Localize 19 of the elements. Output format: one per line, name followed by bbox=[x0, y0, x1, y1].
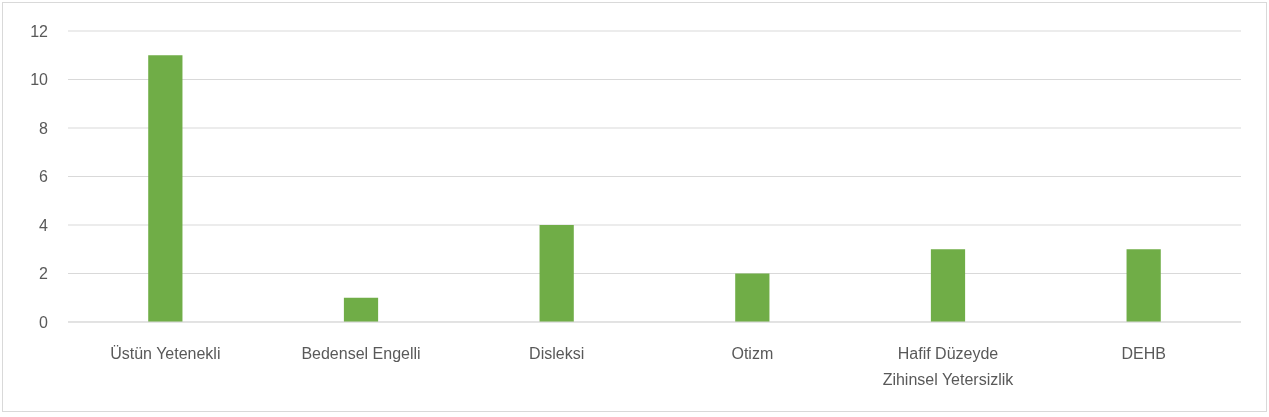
y-tick-label: 4 bbox=[39, 216, 49, 234]
y-tick-label: 0 bbox=[39, 313, 49, 331]
bar bbox=[1126, 249, 1161, 322]
x-tick-label: DEHB bbox=[1121, 345, 1166, 362]
y-tick-label: 12 bbox=[30, 22, 49, 40]
x-tick-label: Bedensel Engelli bbox=[301, 345, 421, 362]
x-tick-label: Disleksi bbox=[529, 345, 585, 362]
x-tick-label: Üstün Yetenekli bbox=[110, 345, 221, 362]
bar bbox=[930, 249, 966, 322]
bar bbox=[539, 225, 574, 322]
y-tick-label: 10 bbox=[30, 71, 49, 89]
y-tick-label: 2 bbox=[39, 265, 49, 283]
bar bbox=[735, 273, 770, 322]
x-tick-label: Hafif Düzeyde Zihinsel Yetersizlik bbox=[882, 345, 1015, 388]
bar bbox=[343, 297, 379, 322]
y-tick-label: 8 bbox=[39, 119, 49, 137]
bar bbox=[148, 55, 183, 322]
y-tick-label: 6 bbox=[39, 168, 49, 186]
x-tick-label: Otizm bbox=[731, 345, 774, 362]
